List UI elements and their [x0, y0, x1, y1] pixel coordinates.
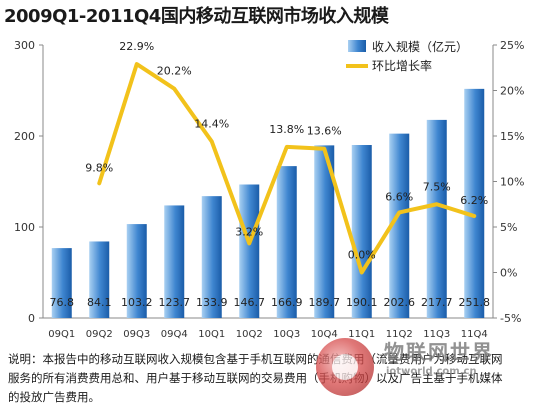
line-value-label: 6.2%	[460, 194, 488, 207]
x-tick-label: 09Q4	[161, 329, 188, 340]
bar	[126, 224, 147, 318]
bar	[164, 205, 185, 318]
bar	[314, 145, 335, 318]
line-value-label: 9.8%	[85, 161, 113, 174]
line-value-label: 13.6%	[307, 125, 342, 138]
x-tick-label: 10Q3	[273, 329, 300, 340]
x-tick-label: 11Q3	[423, 329, 450, 340]
bar-value-label: 76.8	[50, 296, 75, 309]
x-tick-label: 09Q1	[48, 329, 75, 340]
bar-value-label: 202.6	[384, 296, 416, 309]
line-value-label: 20.2%	[157, 65, 192, 78]
watermark-name: 物联网世界	[384, 340, 494, 364]
bar	[239, 184, 260, 318]
line-value-label: 22.9%	[119, 40, 154, 53]
bar-value-label: 166.9	[271, 296, 303, 309]
bar	[426, 119, 447, 318]
legend-line-label: 环比增长率	[372, 58, 432, 73]
y-right-tick-label: 0%	[500, 267, 517, 280]
x-tick-label: 10Q2	[236, 329, 263, 340]
bar	[464, 88, 485, 318]
line-value-label: 3.2%	[235, 225, 263, 238]
y-right-tick-label: 5%	[500, 221, 517, 234]
watermark-url: iotworld.com.cn	[386, 366, 477, 377]
y-right-tick-label: 25%	[500, 39, 524, 52]
bar	[89, 241, 110, 318]
bar-value-label: 190.1	[346, 296, 378, 309]
bar-value-label: 251.8	[459, 296, 491, 309]
bar-value-label: 189.7	[309, 296, 341, 309]
y-left-tick-label: 300	[14, 39, 35, 52]
bar-value-label: 133.9	[196, 296, 228, 309]
y-right-tick-label: 20%	[500, 85, 524, 98]
x-tick-label: 10Q4	[311, 329, 338, 340]
bar	[201, 196, 222, 318]
y-right-tick-label: -5%	[500, 312, 521, 325]
bar	[51, 248, 72, 318]
line-value-label: 0.0%	[348, 249, 376, 262]
bar-value-label: 84.1	[87, 296, 112, 309]
line-value-label: 14.4%	[194, 117, 229, 130]
line-value-label: 6.6%	[385, 190, 413, 203]
x-tick-label: 09Q2	[86, 329, 113, 340]
x-tick-label: 10Q1	[198, 329, 225, 340]
x-tick-label: 11Q1	[348, 329, 375, 340]
legend-bar-swatch	[348, 40, 366, 52]
chart-note: 说明：本报告中的移动互联网收入规模包含基于手机互联网的通信费用（流量费用户为移动…	[8, 352, 503, 404]
globe-logo-icon	[316, 338, 374, 396]
y-left-tick-label: 100	[14, 221, 35, 234]
watermark-logo: 物联网世界 iotworld.com.cn	[306, 332, 530, 408]
legend-bar-label: 收入规模（亿元）	[372, 39, 468, 54]
x-tick-label: 11Q4	[461, 329, 488, 340]
bar-value-label: 146.7	[234, 296, 266, 309]
bar	[276, 166, 297, 318]
x-tick-label: 09Q3	[123, 329, 150, 340]
y-left-tick-label: 200	[14, 130, 35, 143]
bar-value-label: 103.2	[121, 296, 153, 309]
y-right-tick-label: 10%	[500, 176, 524, 189]
x-tick-label: 11Q2	[386, 329, 413, 340]
growth-rate-line	[97, 62, 477, 275]
bar-value-label: 123.7	[159, 296, 191, 309]
chart-title: 2009Q1-2011Q4国内移动互联网市场收入规模	[4, 6, 389, 27]
line-value-label: 13.8%	[269, 123, 304, 136]
bar	[351, 145, 372, 318]
bar	[389, 133, 410, 318]
bar-value-label: 217.7	[421, 296, 453, 309]
line-value-label: 7.5%	[423, 180, 451, 193]
y-left-tick-label: 0	[28, 312, 35, 325]
y-right-tick-label: 15%	[500, 130, 524, 143]
